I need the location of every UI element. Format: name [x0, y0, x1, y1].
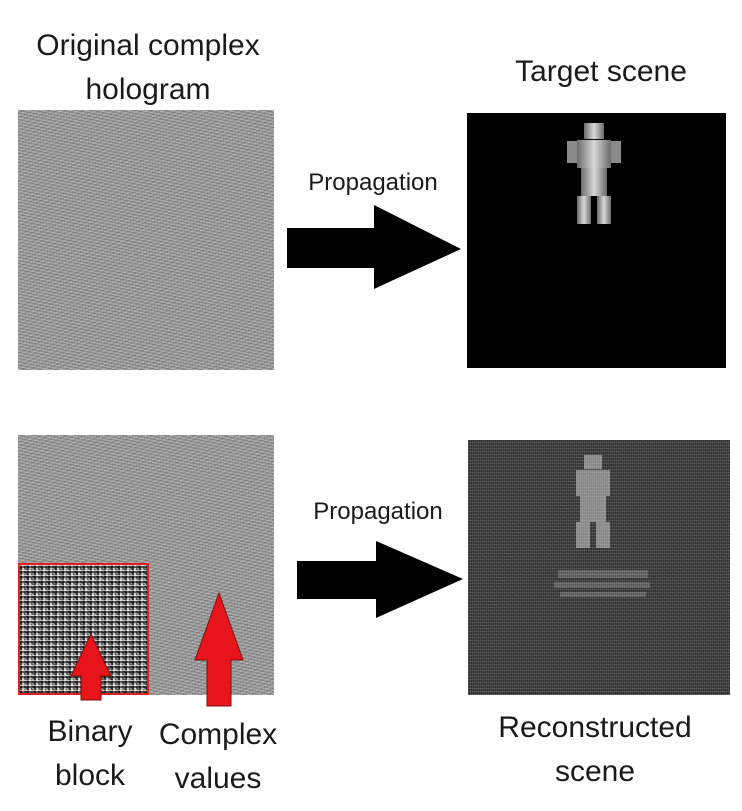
reconstructed-scene-caption: Reconstructed scene	[498, 711, 692, 788]
reconstructed-scene-image	[468, 440, 730, 695]
target-scene-title: Target scene	[515, 55, 687, 88]
top-propagation-label: Propagation	[308, 169, 438, 196]
binary-block-caption: Binary block	[47, 715, 133, 792]
bottom-propagation-label: Propagation	[313, 498, 443, 525]
original-hologram-title: Original complex hologram	[36, 29, 260, 106]
bottom-propagation-arrow	[297, 541, 463, 618]
binary-block-region	[18, 563, 149, 695]
complex-values-caption: Complex values	[158, 718, 278, 795]
target-scene-image	[467, 113, 726, 368]
faint-robot-figure-icon	[554, 455, 650, 597]
robot-figure-icon	[567, 123, 621, 224]
original-hologram-image	[18, 110, 274, 370]
